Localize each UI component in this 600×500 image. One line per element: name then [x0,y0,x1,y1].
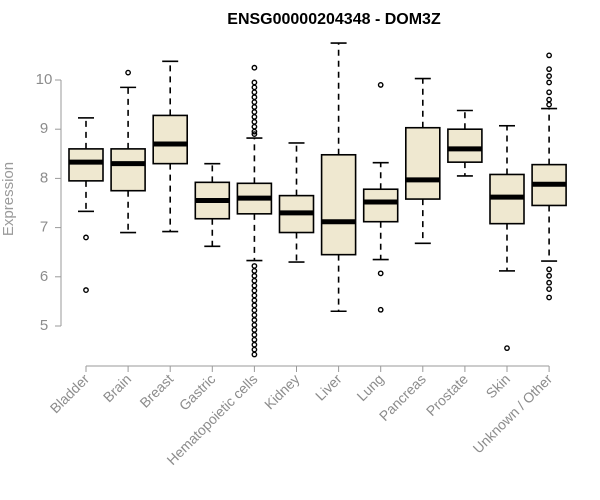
box-unknown-other [531,52,567,301]
box-prostate [447,109,483,177]
outlier-point [83,234,89,241]
x-tick-label: Unknown / Other [470,371,556,457]
outlier-point [251,312,258,319]
outlier-point [546,79,552,86]
iqr-box [404,126,441,200]
y-tick-label: 5 [40,317,48,334]
x-tick-label: Bladder [47,371,93,417]
outlier-point [251,302,258,309]
outlier-point [251,263,258,269]
outlier-point [83,287,89,293]
outlier-point [251,118,258,125]
outlier-point [546,66,552,73]
outlier-point [251,131,258,138]
outlier-point [251,109,258,115]
x-tick-label: Kidney [261,371,303,413]
outlier-point [377,82,384,88]
y-tick-label: 7 [40,219,48,236]
y-axis: 5 6 7 8 9 10 [36,71,62,334]
y-axis-label: Expression [0,162,17,236]
outlier-point [251,123,258,130]
outlier-point [251,89,258,96]
x-tick-label: Brain [100,371,134,405]
outlier-point [251,277,258,284]
outlier-point [251,351,258,358]
outlier-point [546,286,552,292]
x-tick-label: Skin [483,371,514,402]
chart-title: ENSG00000204348 - DOM3Z [227,11,441,28]
x-tick-label: Breast [136,371,176,411]
iqr-box [68,148,104,182]
x-tick-label: Liver [312,371,345,404]
box-breast [152,60,188,233]
iqr-box [110,148,146,192]
iqr-box [362,188,399,223]
box-hematopoietic-cells [236,64,273,358]
outlier-point [251,104,258,110]
outlier-point [504,345,510,352]
outlier-point [546,96,552,103]
y-tick-label: 10 [36,71,53,88]
y-tick-label: 9 [40,120,48,137]
box-skin [489,124,525,352]
outlier-point [546,279,552,286]
outlier-point [251,267,258,274]
outlier-point [251,336,258,343]
outlier-point [546,89,552,96]
box-pancreas [404,77,441,245]
outlier-point [251,64,258,71]
outlier-point [125,69,132,76]
outlier-point [251,272,258,279]
outlier-point [377,306,384,313]
outlier-point [546,73,552,79]
x-tick-label: Prostate [423,371,471,419]
outlier-point [251,327,258,333]
box-series [68,42,567,358]
outlier-point [546,52,552,59]
box-brain [110,69,146,234]
outlier-point [251,292,258,299]
outlier-point [251,341,258,348]
outlier-point [251,322,258,328]
iqr-box [152,114,188,165]
box-bladder [68,117,104,293]
outlier-point [251,94,258,101]
x-tick-label: Pancreas [376,371,429,424]
box-liver [320,42,357,313]
outlier-point [377,270,384,277]
outlier-point [251,297,258,304]
iqr-box [320,153,357,256]
outlier-point [546,272,552,279]
y-tick-label: 8 [40,169,48,186]
box-gastric [194,162,231,248]
outlier-point [251,282,258,289]
outlier-point [251,346,258,353]
iqr-box [447,128,483,163]
x-tick-label: Lung [353,371,386,404]
outlier-point [251,307,258,314]
outlier-point [251,317,258,323]
outlier-point [546,101,552,108]
outlier-point [546,294,552,301]
outlier-point [546,266,552,273]
outlier-point [251,331,258,338]
outlier-point [251,287,258,294]
box-lung [362,82,399,313]
outlier-point [251,79,258,86]
y-tick-label: 6 [40,268,48,285]
box-kidney [278,142,315,263]
outlier-point [251,99,258,106]
outlier-point [251,114,258,120]
outlier-point [251,128,258,135]
outlier-point [251,84,258,91]
